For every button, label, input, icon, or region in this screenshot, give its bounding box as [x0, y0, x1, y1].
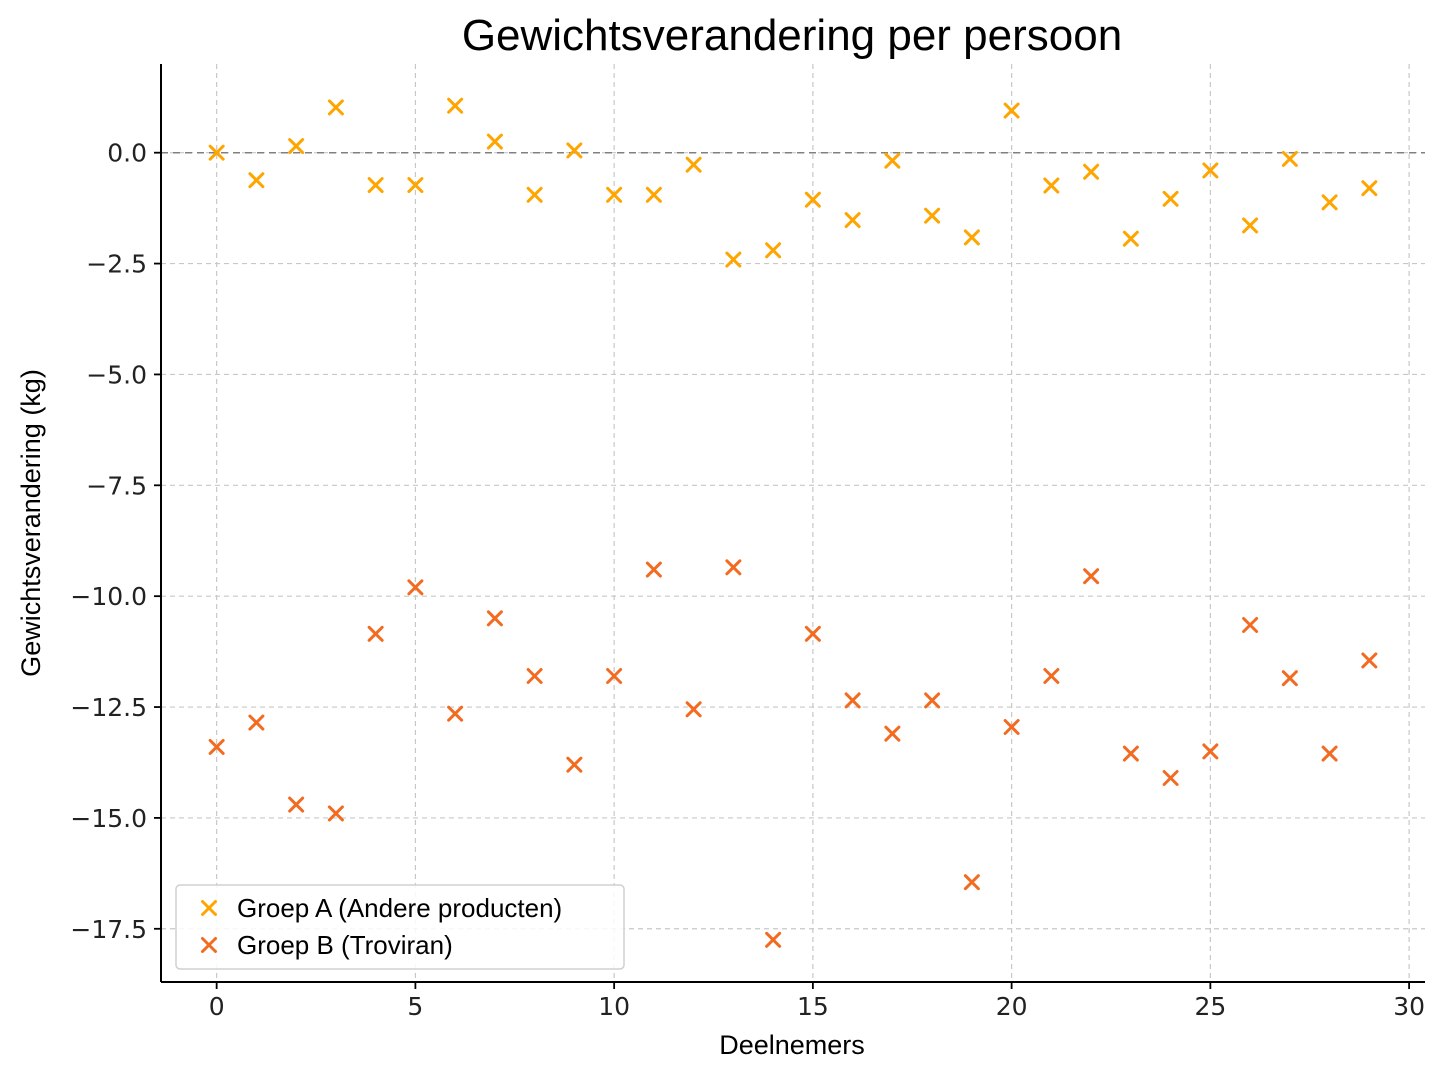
point-series-1-8	[526, 668, 543, 684]
point-series-1-19	[963, 874, 980, 891]
axes	[154, 64, 1425, 989]
x-tick-label-6: 30	[1393, 992, 1425, 1021]
x-tick-label-0: 0	[209, 992, 225, 1021]
y-tick-label-7: −17.5	[70, 915, 147, 944]
y-tick-label-0: 0.0	[107, 139, 147, 168]
point-series-0-9	[566, 142, 583, 159]
point-series-1-22	[1083, 568, 1100, 585]
y-tick-label-2: −5.0	[86, 360, 147, 389]
point-series-1-9	[566, 756, 583, 773]
x-tick-label-1: 5	[407, 992, 423, 1021]
point-series-1-29	[1361, 652, 1378, 669]
legend: Groep A (Andere producten) Groep B (Trov…	[175, 884, 625, 970]
y-tick-label-3: −7.5	[86, 471, 147, 500]
point-series-1-5	[407, 579, 424, 596]
point-series-0-29	[1361, 180, 1378, 197]
point-series-0-25	[1202, 162, 1219, 179]
point-series-1-11	[645, 561, 662, 578]
point-series-0-2	[288, 138, 305, 155]
point-series-0-1	[248, 172, 265, 189]
point-series-1-0	[208, 738, 225, 755]
y-axis-label: Gewichtsverandering (kg)	[16, 369, 46, 677]
legend-box	[175, 884, 625, 970]
legend-marker-groep-a	[201, 900, 217, 916]
point-series-0-3	[327, 99, 344, 116]
point-series-1-28	[1321, 745, 1338, 762]
point-series-1-16	[844, 692, 861, 709]
point-series-0-13	[725, 251, 742, 268]
point-series-0-23	[1122, 230, 1139, 247]
point-series-1-2	[288, 796, 305, 813]
point-series-1-23	[1122, 745, 1139, 762]
point-series-1-1	[248, 714, 265, 731]
point-series-0-10	[606, 186, 623, 203]
point-series-0-27	[1281, 150, 1298, 167]
point-series-1-24	[1162, 770, 1179, 786]
point-series-1-3	[327, 805, 344, 822]
legend-x-mark-1	[201, 937, 217, 953]
point-series-1-6	[447, 705, 464, 722]
point-series-1-13	[725, 559, 742, 576]
point-series-0-19	[963, 229, 980, 246]
point-series-0-14	[765, 242, 782, 259]
point-series-0-21	[1043, 177, 1060, 194]
legend-label-groep-a: Groep A (Andere producten)	[237, 893, 562, 923]
x-tick-label-3: 15	[797, 992, 829, 1021]
x-tick-label-2: 10	[598, 992, 630, 1021]
point-series-0-24	[1162, 190, 1179, 207]
point-series-0-4	[367, 177, 384, 194]
point-series-0-7	[486, 133, 503, 150]
y-tick-label-1: −2.5	[86, 250, 147, 279]
point-series-1-15	[804, 625, 821, 642]
point-series-0-22	[1083, 163, 1100, 180]
point-series-0-16	[844, 212, 861, 229]
y-tick-label-6: −15.0	[70, 804, 147, 833]
point-series-0-8	[526, 186, 543, 203]
point-series-1-12	[685, 701, 702, 718]
point-series-0-12	[685, 156, 702, 173]
point-series-1-20	[1003, 719, 1020, 735]
point-series-0-18	[924, 207, 941, 224]
x-tick-label-5: 25	[1194, 992, 1226, 1021]
point-series-0-0	[208, 144, 225, 161]
x-tick-label-4: 20	[996, 992, 1028, 1021]
point-series-1-10	[606, 668, 623, 684]
point-series-0-5	[407, 177, 424, 194]
point-series-1-17	[884, 725, 901, 742]
chart-title: Gewichtsverandering per persoon	[462, 11, 1122, 60]
legend-label-groep-b: Groep B (Troviran)	[237, 930, 453, 960]
legend-x-mark-0	[201, 900, 217, 916]
grid	[161, 64, 1425, 982]
point-series-0-26	[1242, 217, 1259, 234]
point-series-1-25	[1202, 743, 1219, 760]
point-series-1-7	[486, 610, 503, 627]
point-series-0-20	[1003, 102, 1020, 119]
point-series-1-21	[1043, 668, 1060, 684]
y-tick-label-4: −10.0	[70, 582, 147, 611]
point-series-1-14	[765, 931, 782, 948]
point-series-0-17	[884, 152, 901, 169]
point-series-1-18	[924, 692, 941, 709]
tick-labels: 0 5 10 15 20 25 30 0.0 −2.5 −5.0 −7.5 −10.0 −12.5 −15…	[70, 139, 1425, 1021]
point-series-0-11	[645, 186, 662, 203]
point-series-1-27	[1281, 670, 1298, 687]
y-tick-label-5: −12.5	[70, 693, 147, 722]
point-series-0-28	[1321, 194, 1338, 211]
point-series-1-26	[1242, 617, 1259, 633]
point-series-0-6	[447, 97, 464, 114]
point-series-0-15	[804, 191, 821, 208]
data-points	[208, 97, 1378, 948]
point-series-1-4	[367, 625, 384, 642]
legend-marker-groep-b	[201, 937, 217, 953]
x-axis-label: Deelnemers	[719, 1030, 865, 1060]
